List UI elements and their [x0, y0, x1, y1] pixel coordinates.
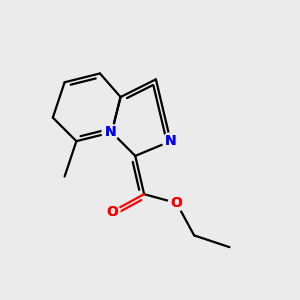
Text: O: O — [106, 205, 118, 219]
Text: N: N — [165, 134, 176, 148]
Circle shape — [103, 204, 120, 220]
Circle shape — [168, 195, 185, 211]
Text: N: N — [165, 134, 176, 148]
Circle shape — [162, 133, 179, 149]
Text: O: O — [171, 196, 182, 210]
Text: O: O — [106, 205, 118, 219]
Text: N: N — [104, 125, 116, 139]
Text: N: N — [104, 125, 116, 139]
Text: O: O — [171, 196, 182, 210]
Circle shape — [102, 124, 119, 141]
